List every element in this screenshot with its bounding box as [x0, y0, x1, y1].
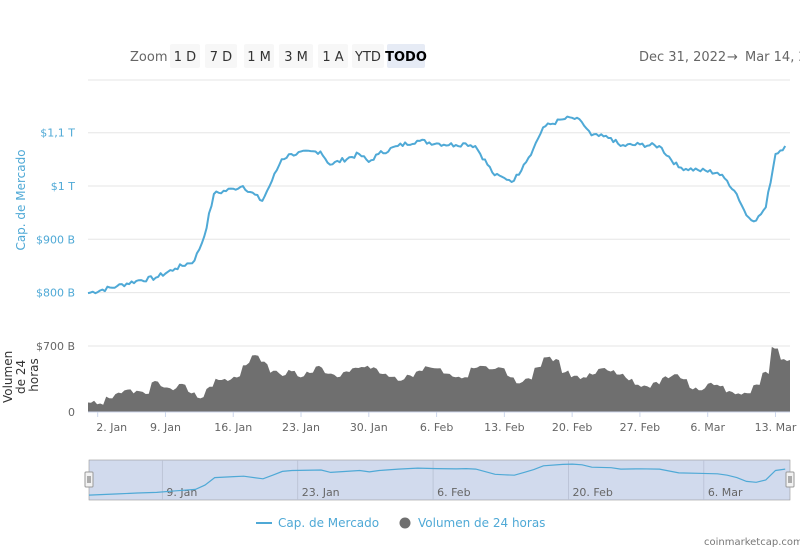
date-range-arrow: →	[727, 50, 738, 65]
main-y-tick-label: $900 B	[36, 233, 75, 246]
x-tick-label: 27. Feb	[620, 421, 660, 434]
x-tick-label: 20. Feb	[552, 421, 592, 434]
main-y-tick-label: $1 T	[51, 180, 75, 193]
x-tick-label: 13. Mar	[755, 421, 797, 434]
navigator-tick-label: 23. Jan	[302, 486, 340, 499]
zoom-button-label: 1 M	[247, 50, 271, 65]
zoom-button-label: YTD	[354, 50, 381, 65]
zoom-button-1-a[interactable]: 1 A	[318, 44, 348, 68]
zoom-buttons: 1 D 7 D 1 M 3 M 1 A YTD TODO	[170, 44, 427, 68]
zoom-button-label: 1 D	[174, 50, 196, 65]
zoom-button-todo[interactable]: TODO	[385, 44, 427, 68]
zoom-button-1-d[interactable]: 1 D	[170, 44, 200, 68]
navigator-tick-label: 6. Mar	[708, 486, 743, 499]
x-tick-label: 2. Jan	[96, 421, 127, 434]
zoom-button-label: 1 A	[322, 50, 343, 65]
x-tick-label: 30. Jan	[350, 421, 388, 434]
main-y-axis: $800 B $900 B $1 T $1,1 T	[36, 127, 75, 300]
main-y-axis-title: Cap. de Mercado	[14, 149, 28, 250]
x-tick-label: 16. Jan	[214, 421, 252, 434]
navigator-mask[interactable]	[88, 459, 791, 501]
volume-y-axis-title: Volumen de 24 horas	[1, 347, 41, 403]
zoom-button-label: 3 M	[284, 50, 308, 65]
main-grid	[88, 79, 790, 294]
zoom-button-label: TODO	[385, 50, 427, 65]
navigator[interactable]: 9. Jan 23. Jan 6. Feb 20. Feb 6. Mar	[84, 459, 795, 501]
volume-y-tick-label: $700 B	[36, 340, 75, 353]
x-tick-label: 23. Jan	[282, 421, 320, 434]
legend-item-volume[interactable]: Volumen de 24 horas	[399, 516, 546, 530]
legend-label-market-cap: Cap. de Mercado	[278, 516, 379, 530]
market-cap-line[interactable]	[87, 115, 787, 295]
zoom-button-3-m[interactable]: 3 M	[279, 44, 313, 68]
navigator-handle-right[interactable]	[785, 471, 795, 488]
navigator-tick-label: 20. Feb	[572, 486, 612, 499]
date-range-to[interactable]: Mar 14, 2	[745, 50, 800, 65]
legend-circle-icon	[399, 517, 411, 529]
range-toolbar: Zoom 1 D 7 D 1 M 3 M 1 A YTD TODO Dec 31, 2022…	[130, 44, 800, 68]
navigator-tick-label: 9. Jan	[166, 486, 197, 499]
zoom-label: Zoom	[130, 50, 167, 65]
zoom-button-ytd[interactable]: YTD	[352, 44, 384, 68]
navigator-handle-left[interactable]	[84, 471, 94, 488]
watermark: coinmarketcap.com	[704, 537, 800, 548]
main-y-tick-label: $800 B	[36, 287, 75, 300]
zoom-button-label: 7 D	[210, 50, 232, 65]
volume-y-axis: 0 $700 B	[36, 340, 790, 419]
main-y-tick-label: $1,1 T	[40, 127, 75, 140]
navigator-tick-label: 6. Feb	[437, 486, 470, 499]
zoom-button-1-m[interactable]: 1 M	[244, 44, 274, 68]
volume-y-tick-label: 0	[68, 406, 75, 419]
x-axis: 2. Jan 9. Jan 16. Jan 23. Jan 30. Jan 6. Feb 1…	[96, 412, 797, 434]
legend-label-volume: Volumen de 24 horas	[418, 516, 545, 530]
x-tick-label: 13. Feb	[484, 421, 524, 434]
zoom-button-7-d[interactable]: 7 D	[205, 44, 237, 68]
x-tick-label: 6. Feb	[420, 421, 453, 434]
volume-area[interactable]	[88, 346, 790, 412]
legend-item-market-cap[interactable]: Cap. de Mercado	[256, 516, 379, 530]
legend: Cap. de Mercado Volumen de 24 horas	[256, 516, 545, 530]
x-tick-label: 6. Mar	[690, 421, 725, 434]
date-range-from[interactable]: Dec 31, 2022	[639, 50, 726, 65]
navigator-line	[88, 463, 786, 496]
x-tick-label: 9. Jan	[150, 421, 181, 434]
